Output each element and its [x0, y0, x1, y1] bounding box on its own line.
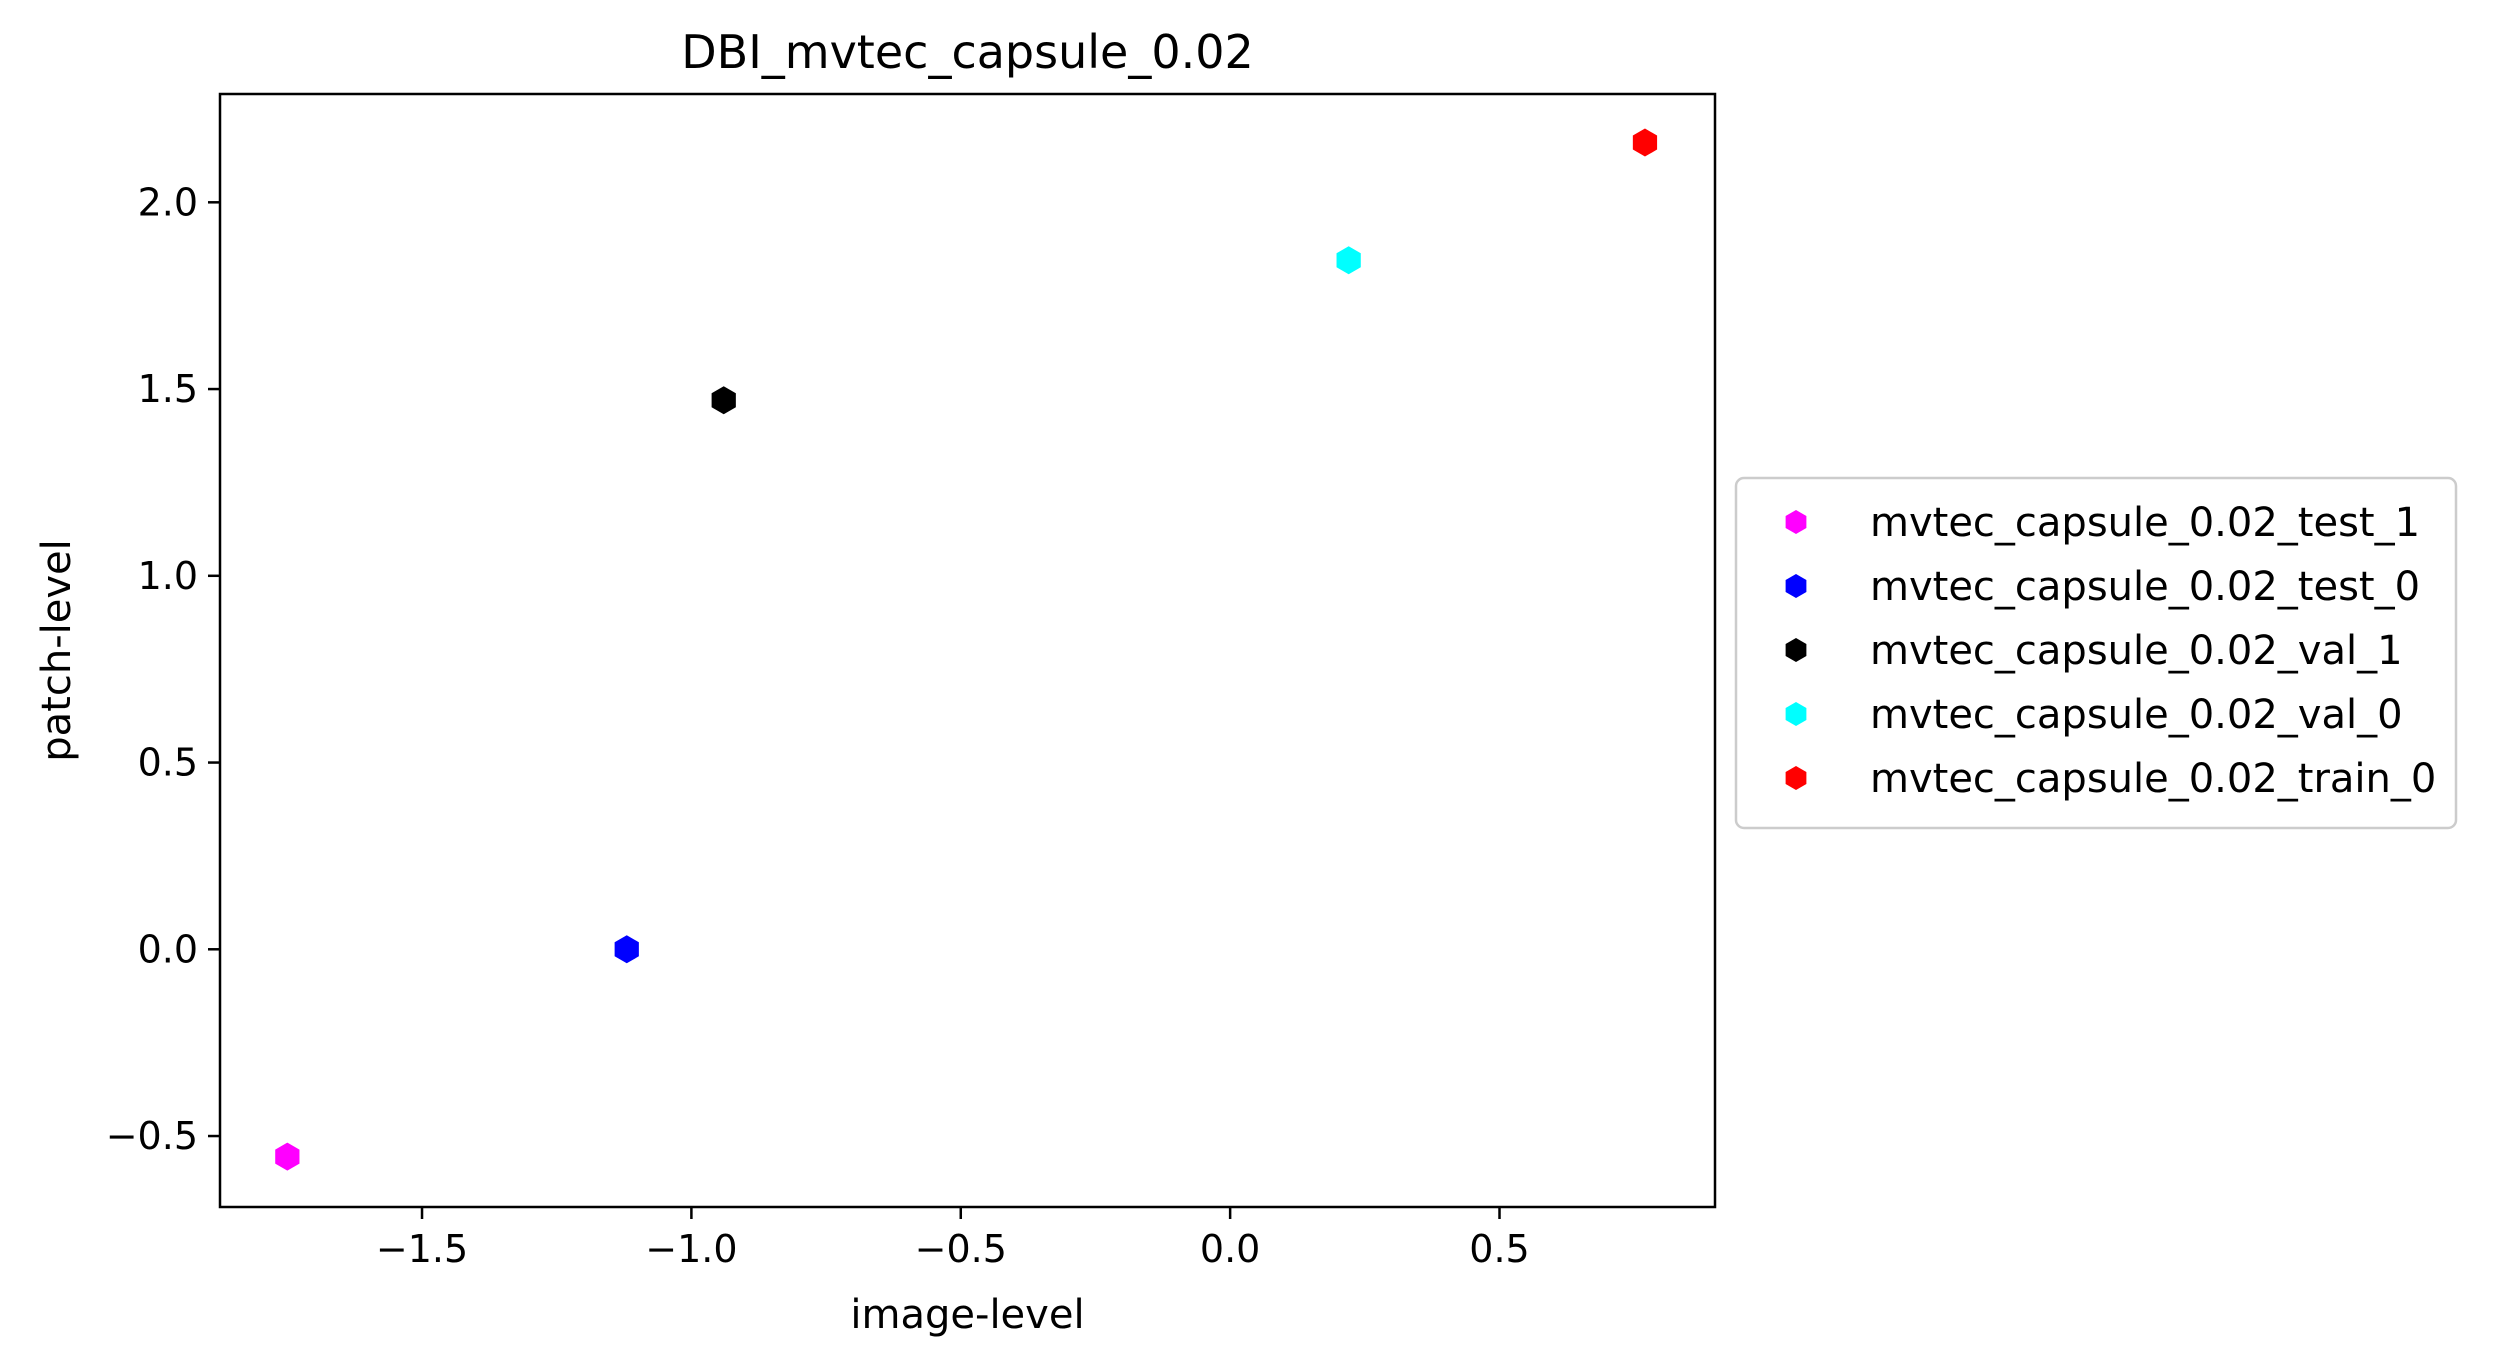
data-point-mvtec_capsule_0.02_test_0: [614, 935, 639, 964]
axes-frame: [218, 92, 1717, 1209]
data-point-mvtec_capsule_0.02_val_1: [711, 386, 736, 415]
chart-title: DBI_mvtec_capsule_0.02: [681, 25, 1254, 79]
legend-frame: [1734, 476, 2458, 830]
y-tick-label: 0.5: [138, 741, 198, 785]
data-point-mvtec_capsule_0.02_train_0: [1632, 128, 1658, 157]
legend-marker: [1785, 702, 1807, 726]
data-point-mvtec_capsule_0.02_test_1: [275, 1142, 300, 1171]
x-tick-label: −1.0: [645, 1227, 737, 1271]
legend-label: mvtec_capsule_0.02_test_1: [1870, 500, 2420, 546]
plot-area: −1.5 −1.0 −0.5 0.0 0.5 −0.5 0.0 0.5 1.0 1.5 2.0: [106, 92, 1717, 1271]
legend-label: mvtec_capsule_0.02_train_0: [1870, 756, 2436, 802]
legend-label: mvtec_capsule_0.02_val_0: [1870, 692, 2403, 738]
y-tick-label: −0.5: [106, 1114, 198, 1158]
y-tick-label: 2.0: [138, 180, 198, 224]
y-tick-label: 1.0: [138, 554, 198, 598]
x-tick-label: 0.5: [1469, 1227, 1529, 1271]
legend-marker: [1785, 510, 1807, 534]
x-tick-label: 0.0: [1200, 1227, 1260, 1271]
y-tick-label: 0.0: [138, 927, 198, 971]
legend: mvtec_capsule_0.02_test_1 mvtec_capsule_0…: [1734, 476, 2458, 830]
legend-label: mvtec_capsule_0.02_test_0: [1870, 564, 2420, 610]
y-tick-label: 1.5: [138, 367, 198, 411]
data-point-mvtec_capsule_0.02_val_0: [1336, 246, 1361, 275]
legend-marker: [1785, 766, 1807, 790]
legend-marker: [1785, 574, 1807, 598]
legend-label: mvtec_capsule_0.02_val_1: [1870, 628, 2403, 674]
x-tick-label: −0.5: [915, 1227, 1007, 1271]
y-axis-label: patch-level: [34, 539, 80, 761]
x-tick-label: −1.5: [376, 1227, 468, 1271]
legend-marker: [1785, 638, 1807, 662]
x-axis-label: image-level: [850, 1292, 1084, 1338]
